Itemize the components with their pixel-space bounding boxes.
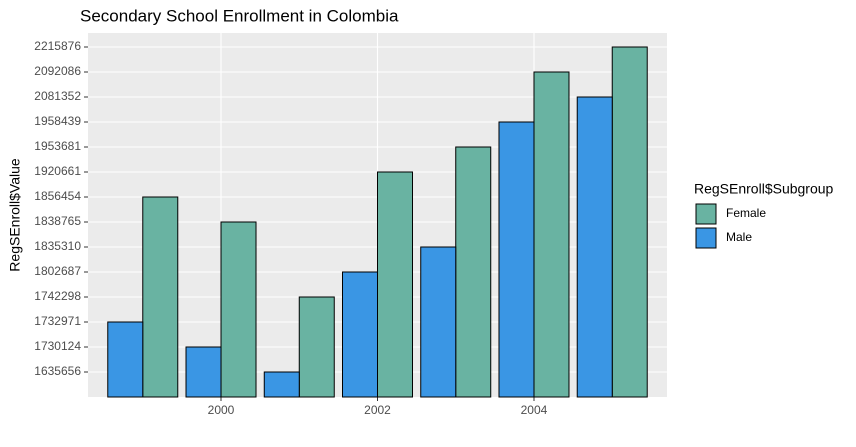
- bar: [377, 171, 413, 398]
- y-tick-label: 1742298: [34, 289, 81, 303]
- y-tick-label: 1838765: [34, 214, 81, 228]
- bar: [107, 321, 144, 398]
- bar: [263, 371, 300, 398]
- legend-swatch: [695, 227, 717, 249]
- bar: [533, 71, 570, 398]
- x-tick-label: 2000: [208, 403, 235, 417]
- y-tick-label: 1730124: [34, 339, 81, 353]
- bar: [185, 346, 222, 398]
- bar: [498, 121, 535, 398]
- legend-title: RegSEnroll$Subgroup: [694, 181, 834, 197]
- y-tick-label: 2092086: [34, 64, 81, 78]
- chart-title: Secondary School Enrollment in Colombia: [80, 6, 399, 25]
- bar: [455, 146, 492, 398]
- bar: [342, 271, 378, 398]
- legend-label: Male: [726, 230, 752, 244]
- y-axis-title: RegSEnroll$Value: [7, 158, 23, 272]
- legend-swatch: [695, 203, 717, 225]
- y-tick-label: 1835310: [34, 239, 81, 253]
- y-tick-label: 1856454: [34, 189, 81, 203]
- y-tick-label: 1958439: [34, 114, 81, 128]
- x-tick-label: 2002: [364, 403, 391, 417]
- legend-label: Female: [726, 206, 766, 220]
- bar: [576, 96, 613, 398]
- y-tick-label: 2215876: [34, 39, 81, 53]
- y-tick-label: 2081352: [34, 89, 81, 103]
- bar: [142, 196, 179, 398]
- bar: [611, 46, 648, 398]
- bar: [220, 221, 257, 398]
- y-tick-label: 1802687: [34, 264, 81, 278]
- y-tick-label: 1953681: [34, 139, 81, 153]
- y-tick-label: 1920661: [34, 164, 81, 178]
- y-tick-label: 1635656: [34, 364, 81, 378]
- y-tick-label: 1732971: [34, 314, 81, 328]
- bar: [420, 246, 457, 398]
- x-tick-label: 2004: [521, 403, 548, 417]
- bar: [298, 296, 335, 398]
